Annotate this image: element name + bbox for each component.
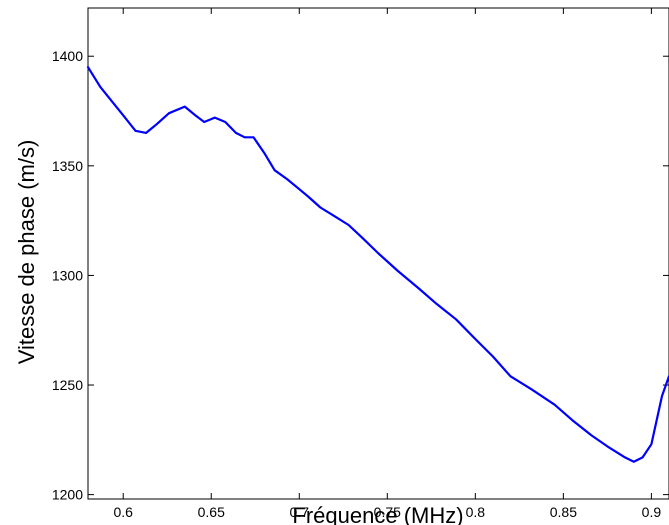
plot-area: 0.6 0.65 0.7 0.75 0.8 0.85 0.9 1200 1250 1300 135… bbox=[52, 7, 669, 520]
y-tick-label: 1200 bbox=[52, 487, 83, 503]
x-tick-label: 0.9 bbox=[642, 504, 662, 520]
y-axis: 1200 1250 1300 1350 1400 bbox=[52, 48, 669, 503]
series-line bbox=[86, 66, 669, 463]
x-tick-label: 0.75 bbox=[374, 504, 401, 520]
y-tick-label: 1350 bbox=[52, 158, 83, 174]
y-tick-label: 1250 bbox=[52, 377, 83, 393]
x-tick-label: 0.65 bbox=[198, 504, 225, 520]
x-axis: 0.6 0.65 0.7 0.75 0.8 0.85 0.9 bbox=[113, 8, 661, 520]
x-tick-label: 0.85 bbox=[550, 504, 577, 520]
x-axis-title: Fréquence (MHz) bbox=[292, 503, 463, 525]
x-tick-label: 0.8 bbox=[466, 504, 486, 520]
y-tick-label: 1300 bbox=[52, 267, 83, 283]
x-tick-label: 0.6 bbox=[113, 504, 133, 520]
plot-frame bbox=[87, 7, 669, 500]
y-axis-title: Vitesse de phase (m/s) bbox=[14, 140, 39, 365]
x-tick-label: 0.7 bbox=[290, 504, 310, 520]
y-tick-label: 1400 bbox=[52, 48, 83, 64]
